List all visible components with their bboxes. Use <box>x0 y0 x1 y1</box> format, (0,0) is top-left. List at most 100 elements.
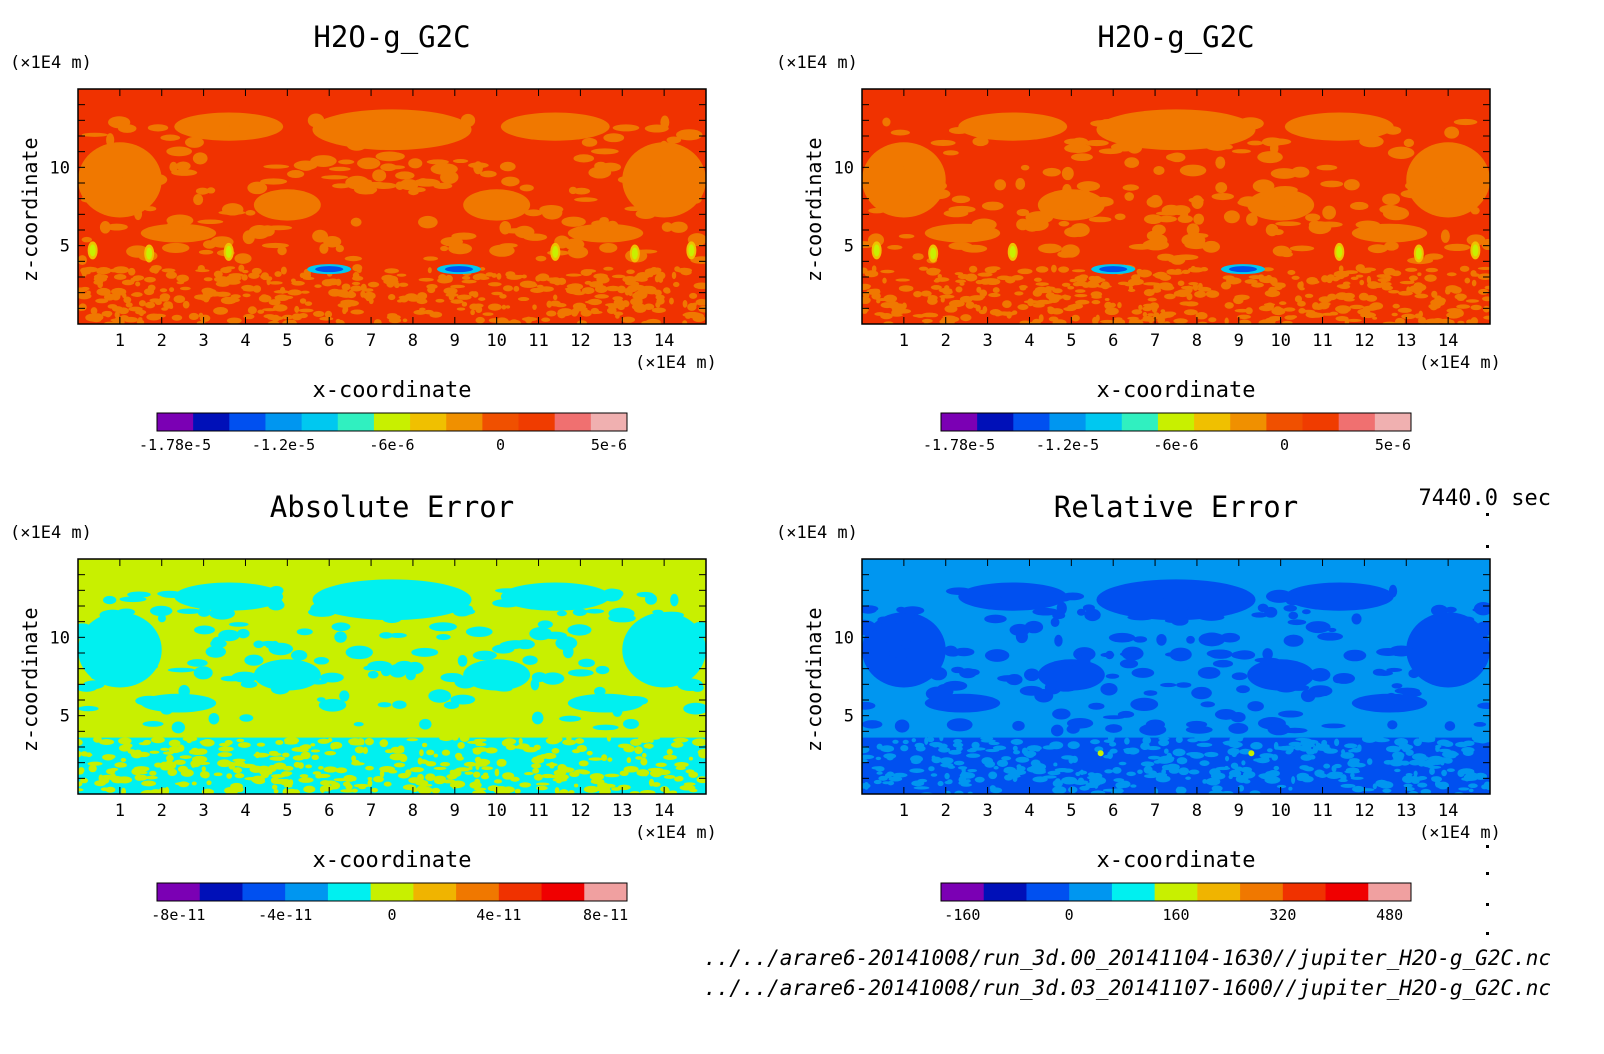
surface-patch <box>324 750 337 756</box>
field-patch <box>167 667 196 673</box>
x-tick-label: 13 <box>1396 331 1416 351</box>
surface-patch <box>80 777 89 784</box>
field-patch <box>296 628 313 636</box>
surface-patch <box>1417 272 1422 277</box>
surface-patch <box>1408 275 1419 281</box>
surface-patch <box>279 779 285 784</box>
field-patch <box>371 599 397 607</box>
colorbar-swatch <box>1111 883 1156 901</box>
surface-patch <box>892 772 908 778</box>
surface-patch <box>174 782 190 786</box>
surface-patch <box>433 775 446 782</box>
surface-patch <box>123 296 132 304</box>
field-patch <box>1084 139 1109 147</box>
x-unit-label-3: (×1E4 m) <box>635 823 717 843</box>
surface-patch <box>882 781 891 785</box>
surface-patch <box>1032 289 1043 297</box>
plume-core <box>1472 244 1479 257</box>
field-patch <box>1291 166 1310 178</box>
surface-patch <box>918 266 929 271</box>
surface-patch <box>1446 272 1457 277</box>
surface-patch <box>145 301 156 309</box>
field-patch <box>428 689 452 703</box>
surface-patch <box>478 297 486 301</box>
surface-patch <box>475 762 480 771</box>
field-patch <box>379 632 393 639</box>
colorbar-swatch <box>1049 413 1087 431</box>
field-patch <box>1114 213 1126 221</box>
colorbar-label: 5e-6 <box>591 436 627 454</box>
field-patch <box>578 658 595 668</box>
surface-patch <box>1158 737 1170 741</box>
surface-patch <box>969 295 985 300</box>
surface-patch <box>475 316 485 324</box>
field-patch <box>670 593 679 607</box>
field-patch <box>1122 184 1139 191</box>
colorbar-swatch <box>1197 883 1241 901</box>
surface-patch <box>1277 282 1286 289</box>
surface-patch <box>78 781 83 787</box>
field-patch <box>581 137 598 147</box>
z-unit-label-4: (×1E4 m) <box>776 523 858 543</box>
field-patch <box>263 164 290 169</box>
surface-patch <box>300 290 310 294</box>
field-patch <box>1308 221 1332 235</box>
field-patch <box>78 628 90 640</box>
field-patch <box>1388 584 1398 598</box>
field-patch <box>1081 188 1091 199</box>
surface-patch <box>886 771 895 777</box>
surface-patch <box>1386 745 1401 753</box>
field-patch <box>1321 723 1346 729</box>
field-patch <box>501 176 520 187</box>
surface-patch <box>1042 775 1057 779</box>
field-patch <box>1309 668 1331 682</box>
x-tick-label: 8 <box>408 331 418 351</box>
surface-patch <box>875 756 882 761</box>
surface-patch <box>862 284 871 291</box>
field-patch <box>78 705 99 712</box>
surface-patch <box>120 757 127 762</box>
field-patch <box>197 593 211 601</box>
field-patch <box>136 643 160 648</box>
colorbar-swatch <box>941 883 985 901</box>
surface-patch <box>1013 750 1021 755</box>
surface-patch <box>398 282 409 287</box>
field-patch <box>290 669 319 683</box>
colorbar-label: -160 <box>944 906 980 924</box>
surface-patch <box>1186 292 1193 301</box>
colorbar: -1.78e-5 -1.2e-5 -6e-6 0 5e-6 <box>139 412 628 454</box>
field-patch <box>644 176 668 186</box>
surface-patch <box>1172 748 1186 757</box>
surface-patch <box>1097 284 1112 288</box>
surface-patch <box>384 268 399 274</box>
colorbar-swatch <box>1194 413 1231 431</box>
surface-patch <box>572 291 585 296</box>
surface-patch <box>971 741 980 749</box>
surface-patch <box>162 763 171 771</box>
surface-patch <box>1188 769 1200 775</box>
field-patch <box>195 187 210 195</box>
surface-patch <box>1059 295 1072 299</box>
field-patch <box>1042 167 1061 177</box>
surface-patch <box>96 269 102 274</box>
field-patch <box>972 136 989 147</box>
field-patch <box>1144 214 1163 224</box>
field-patch <box>1391 683 1403 689</box>
surface-patch <box>873 779 882 785</box>
surface-patch <box>621 316 636 323</box>
surface-patch <box>1104 301 1113 310</box>
field-patch <box>1305 621 1331 634</box>
surface-patch <box>165 754 174 762</box>
surface-patch <box>1366 275 1372 284</box>
field-patch <box>1436 639 1456 648</box>
surface-patch <box>1342 281 1351 286</box>
surface-patch <box>1051 264 1057 273</box>
field-patch <box>239 714 254 722</box>
field-patch <box>965 668 980 676</box>
field-patch <box>291 650 308 661</box>
surface-patch <box>980 739 996 743</box>
surface-patch <box>517 297 530 302</box>
field-patch <box>675 642 697 650</box>
surface-patch <box>1165 763 1180 771</box>
surface-patch <box>1481 784 1488 790</box>
